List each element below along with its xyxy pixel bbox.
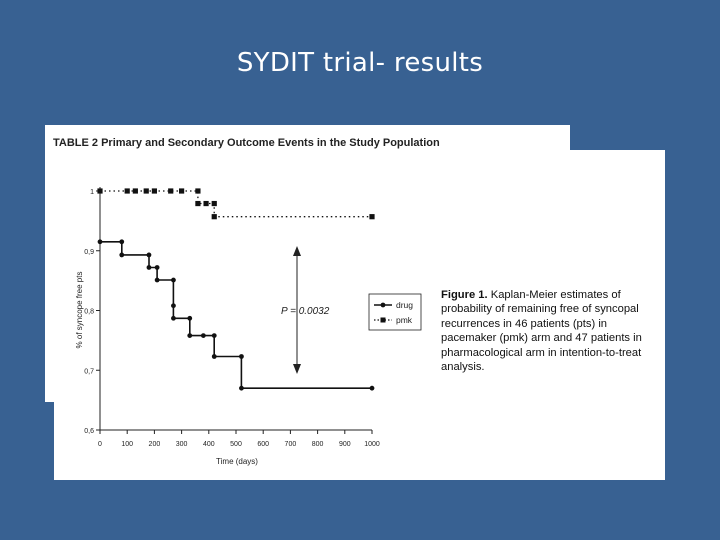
legend-marker-pmk <box>380 317 386 323</box>
data-point-drug <box>171 303 176 309</box>
x-tick-label: 700 <box>285 441 297 448</box>
data-point-drug <box>97 239 103 245</box>
data-point-pmk <box>124 188 130 194</box>
data-point-pmk <box>151 188 157 194</box>
data-point-drug <box>146 265 152 270</box>
x-tick-label: 400 <box>203 441 215 448</box>
y-tick-label: 0,8 <box>84 309 94 316</box>
x-axis-label: Time (days) <box>216 457 258 466</box>
legend-label-pmk: pmk <box>396 315 413 325</box>
data-point-drug <box>239 385 244 391</box>
x-tick-label: 500 <box>230 441 242 448</box>
y-tick-label: 0,6 <box>84 428 94 435</box>
data-point-drug <box>187 333 193 338</box>
x-tick-label: 900 <box>339 441 351 448</box>
data-point-pmk <box>168 188 174 194</box>
caption-text: Kaplan-Meier estimates of probability of… <box>441 289 642 374</box>
legend-label-drug: drug <box>396 300 413 310</box>
x-tick-label: 800 <box>312 441 324 448</box>
legend: drug pmk <box>368 293 422 331</box>
data-point-pmk <box>179 188 185 194</box>
p-value-label: P = 0.0032 <box>281 306 330 317</box>
data-point-drug <box>187 315 193 321</box>
series-line-pmk <box>100 190 372 218</box>
figure-caption: Figure 1. Kaplan-Meier estimates of prob… <box>441 288 665 374</box>
x-tick-label: 600 <box>257 441 269 448</box>
data-point-drug <box>154 277 160 283</box>
series-line-drug <box>100 241 372 389</box>
caption-label: Figure 1. <box>441 289 488 301</box>
data-point-pmk <box>97 188 103 194</box>
y-tick-label: 0,9 <box>84 249 94 256</box>
data-point-pmk <box>143 188 149 194</box>
y-axis-label: % of syncope free pts <box>75 272 84 349</box>
x-tick-label: 0 <box>98 441 102 448</box>
data-point-drug <box>146 252 152 258</box>
y-tick-label: 1 <box>90 189 94 196</box>
data-point-pmk <box>369 214 375 220</box>
data-point-pmk <box>195 188 201 194</box>
table-title: TABLE 2 Primary and Secondary Outcome Ev… <box>53 137 440 149</box>
data-point-drug <box>171 277 176 283</box>
data-point-drug <box>211 354 217 359</box>
data-point-pmk <box>132 188 138 194</box>
legend-marker-drug <box>380 302 386 308</box>
data-point-drug <box>211 333 217 338</box>
data-point-drug <box>200 333 206 338</box>
data-point-pmk <box>203 200 209 207</box>
data-point-pmk <box>211 214 217 220</box>
data-point-drug <box>154 265 160 270</box>
x-tick-label: 200 <box>149 441 161 448</box>
data-point-pmk <box>195 200 201 207</box>
p-value-arrow-down <box>293 364 301 374</box>
x-tick-label: 100 <box>121 441 133 448</box>
x-tick-label: 300 <box>176 441 188 448</box>
y-tick-label: 0,7 <box>84 368 94 375</box>
data-point-drug <box>171 315 176 321</box>
data-point-pmk <box>211 200 217 207</box>
data-point-drug <box>239 354 244 359</box>
data-point-drug <box>119 252 125 258</box>
x-tick-label: 1000 <box>364 441 380 448</box>
data-point-drug <box>119 239 125 245</box>
p-value-arrow-up <box>293 246 301 256</box>
data-point-drug <box>369 385 375 391</box>
slide-title: SYDIT trial- results <box>236 48 484 78</box>
kaplan-meier-chart: 0 100 200 300 400 500 600 700 800 900 1000 0,6 0,7 0,… <box>75 187 422 466</box>
kaplan-meier-figure: 0 100 200 300 400 500 600 700 800 900 1000 0,6 0,7 0,… <box>54 150 665 480</box>
